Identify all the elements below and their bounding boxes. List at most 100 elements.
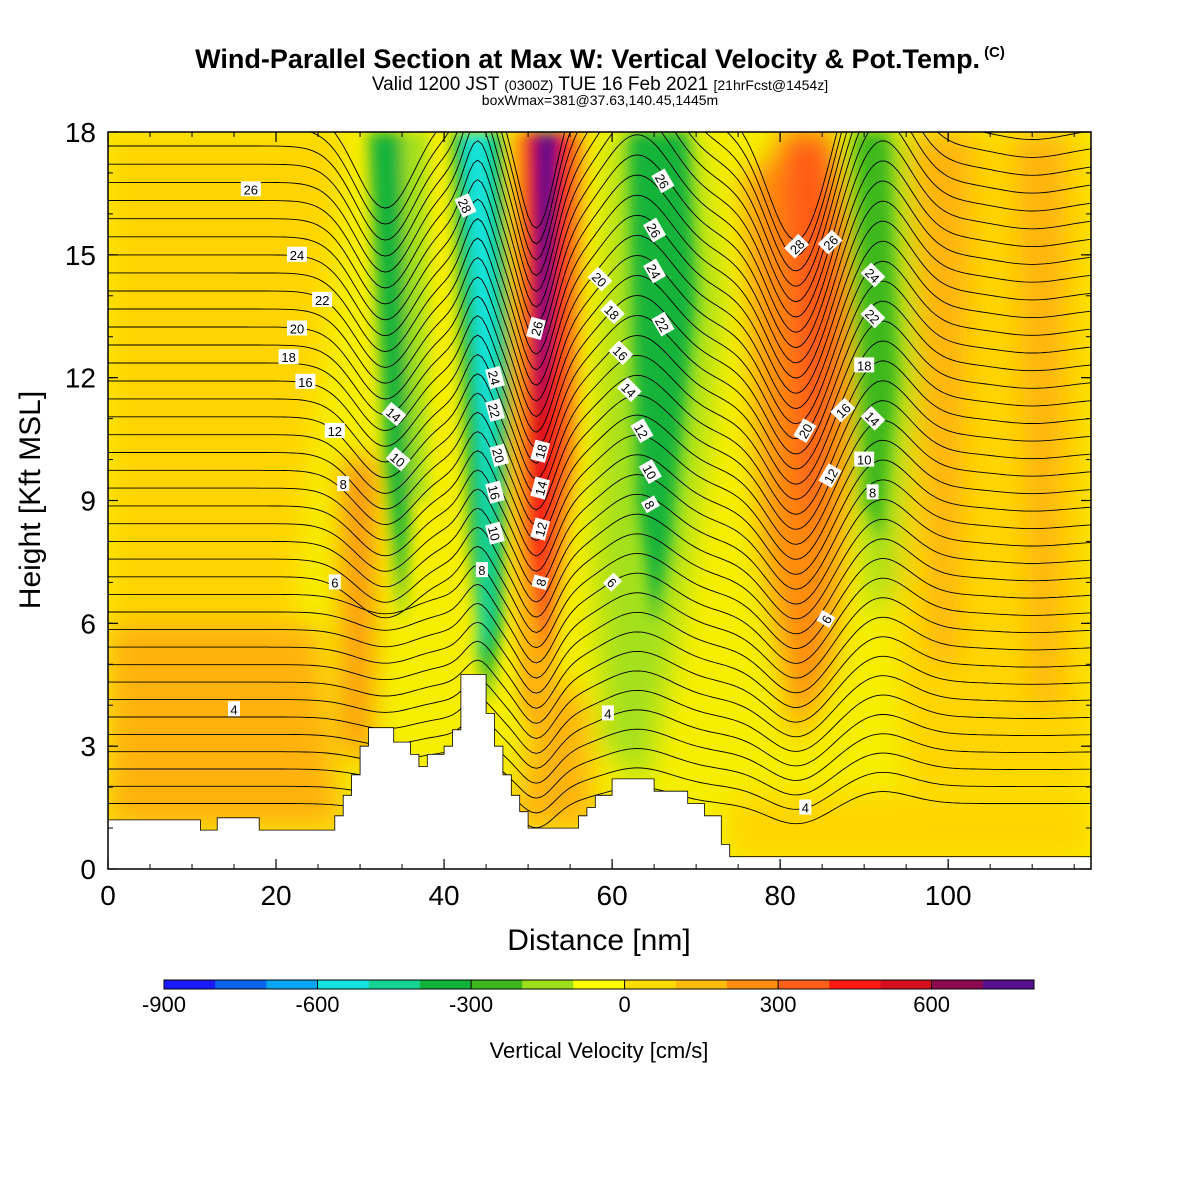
x-axis: 0 20 40 60 80 100 xyxy=(100,132,1075,911)
contour-label-text: 20 xyxy=(796,421,816,441)
contour-label: 14 xyxy=(860,405,886,431)
contour-label-text: 22 xyxy=(485,402,503,420)
valid-date: TUE 16 Feb 2021 xyxy=(558,74,709,95)
y-tick-label: 15 xyxy=(65,240,96,271)
contour-label-bg xyxy=(228,701,240,717)
contour-label-bg xyxy=(295,373,316,389)
contour-label: 24 xyxy=(485,365,505,390)
colorbar-swatch xyxy=(266,980,318,989)
contour-label: 6 xyxy=(328,574,341,590)
colorbar-swatch xyxy=(573,980,625,989)
theta-contour xyxy=(108,728,1091,784)
field-area xyxy=(108,623,344,829)
theta-contour xyxy=(108,414,1091,545)
contour-label: 8 xyxy=(866,484,879,500)
contour-label: 6 xyxy=(816,610,836,628)
contour-label-bg xyxy=(454,193,477,218)
contour-label-bg xyxy=(600,299,625,325)
contour-label-text: 4 xyxy=(230,702,237,717)
colorbar-tick-label: -900 xyxy=(142,992,186,1017)
theta-contour xyxy=(108,274,1091,440)
contour-label: 26 xyxy=(526,316,546,340)
contour-label: 24 xyxy=(287,246,307,263)
contour-label-text: 18 xyxy=(281,350,295,365)
terrain-mask xyxy=(108,674,1091,869)
theta-contour xyxy=(108,474,1091,590)
contour-label-bg xyxy=(530,439,551,463)
contour-label-bg xyxy=(854,357,875,373)
contour-label-text: 12 xyxy=(631,421,651,441)
contour-label: 20 xyxy=(587,266,613,292)
contour-label-bg xyxy=(485,365,505,390)
contour-label-bg xyxy=(854,451,875,467)
y-tick-label: 3 xyxy=(80,731,96,762)
contour-label-text: 8 xyxy=(533,577,549,588)
colorbar-swatch xyxy=(880,980,933,989)
theta-contour xyxy=(108,214,1091,394)
contour-label: 12 xyxy=(530,517,551,541)
colorbar-swatch xyxy=(215,980,267,989)
contour-label-text: 28 xyxy=(455,196,475,215)
contour-label: 4 xyxy=(601,705,614,721)
contour-label: 16 xyxy=(830,397,856,423)
colorbar-swatch xyxy=(164,980,216,989)
contour-label-text: 4 xyxy=(604,706,611,721)
contour-label: 26 xyxy=(240,181,261,197)
contour-label-bg xyxy=(240,181,261,197)
contour-label-text: 20 xyxy=(489,447,507,465)
contour-label-text: 8 xyxy=(478,563,485,578)
contour-label: 10 xyxy=(638,459,662,484)
contour-label: 6 xyxy=(602,572,622,592)
theta-contour xyxy=(108,513,1091,620)
colorbar-swatch xyxy=(368,980,421,989)
contour-label-text: 22 xyxy=(652,315,672,335)
theta-contour xyxy=(108,294,1091,455)
contour-label-text: 6 xyxy=(331,575,338,590)
contour-label: 8 xyxy=(640,495,660,514)
forecast-info: [21hrFcst@1454z] xyxy=(713,77,829,93)
theta-contour xyxy=(108,374,1091,515)
colorbar-swatch xyxy=(522,980,574,989)
box-wmax-info: boxWmax=381@37.63,140.45,1445m xyxy=(481,92,719,108)
x-tick-label: 20 xyxy=(260,880,291,911)
theta-contour xyxy=(108,174,1091,364)
theta-contour xyxy=(108,689,1091,754)
contour-label: 18 xyxy=(854,357,875,373)
contour-label-bg xyxy=(530,476,551,500)
theta-contour xyxy=(108,786,1091,829)
contour-label-bg xyxy=(287,320,307,336)
x-tick-label: 0 xyxy=(100,880,116,911)
contour-label-text: 10 xyxy=(857,453,871,468)
contour-labels: 2624222018161412108642824222016108261814… xyxy=(228,168,886,816)
contour-label-bg xyxy=(784,233,809,259)
contour-label-bg xyxy=(817,229,843,255)
contour-label-text: 24 xyxy=(290,248,304,263)
colorbar-tick-label: 300 xyxy=(760,992,797,1017)
colorbar-swatch xyxy=(624,980,677,989)
contour-label-bg xyxy=(793,418,817,444)
contour-label-bg xyxy=(830,397,856,423)
field-area xyxy=(914,132,974,665)
colorbar-swatch xyxy=(829,980,881,989)
theta-contour xyxy=(108,533,1091,635)
contour-label-bg xyxy=(816,610,836,628)
contour-label: 18 xyxy=(278,349,299,365)
theta-contour xyxy=(108,132,1091,318)
theta-contour xyxy=(108,132,1091,272)
contour-label-text: 26 xyxy=(644,221,664,241)
x-tick-label: 40 xyxy=(428,880,459,911)
contour-label: 4 xyxy=(799,799,812,816)
contour-label-bg xyxy=(530,517,551,541)
theta-contour xyxy=(108,394,1091,530)
colorbar-swatch xyxy=(982,980,1035,989)
contour-label: 26 xyxy=(643,217,667,243)
contour-label: 16 xyxy=(485,480,505,504)
contour-label-bg xyxy=(608,340,634,366)
colorbar-tick-label: 0 xyxy=(618,992,630,1017)
contour-label: 14 xyxy=(381,401,407,427)
theta-contour xyxy=(108,334,1091,485)
theta-contour xyxy=(108,493,1091,605)
contour-label: 18 xyxy=(600,299,625,325)
